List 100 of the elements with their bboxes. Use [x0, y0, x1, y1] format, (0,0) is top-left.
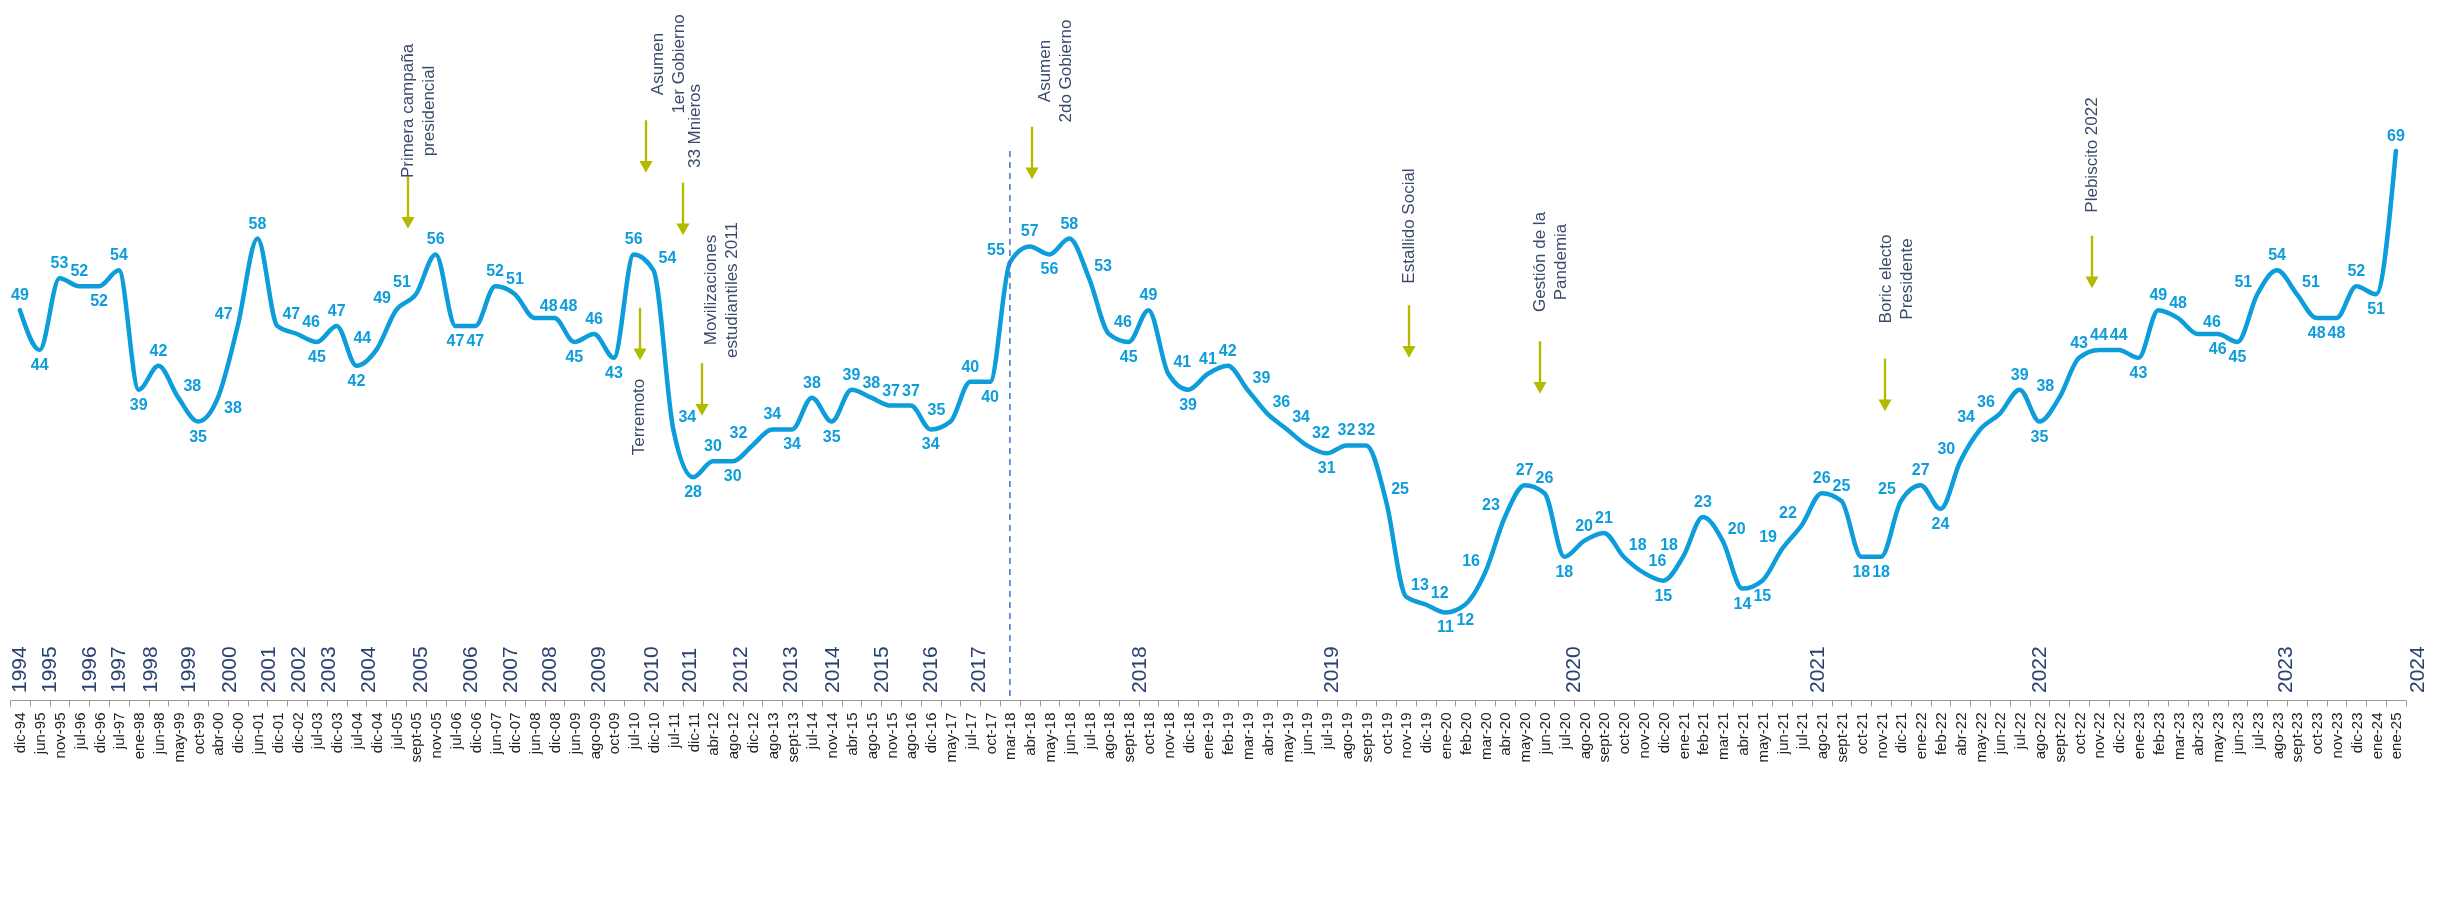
data-label: 26 [1535, 469, 1554, 487]
x-tick-label: sept-05 [407, 712, 425, 763]
x-tick-label: sept-19 [1357, 712, 1375, 763]
x-tick-label: oct-18 [1140, 712, 1157, 755]
x-tick-label: ago-18 [1100, 712, 1118, 760]
x-tick-label: mar-18 [1001, 712, 1019, 761]
x-tick-label: mar-23 [2169, 712, 2187, 761]
data-label: 44 [2109, 325, 2128, 343]
data-label: 32 [1312, 424, 1330, 442]
x-tick-label: nov-18 [1159, 712, 1177, 759]
annotation: Plebiscito 2022 [2082, 97, 2101, 213]
text: 2022 [2027, 646, 2050, 693]
x-tick-label: may-18 [1041, 712, 1058, 763]
text: 1996 [77, 646, 100, 693]
x-tick-label: nov-15 [882, 712, 900, 759]
text: 2012 [728, 646, 751, 693]
x-tick-label: jul-97 [110, 712, 128, 751]
x-tick-label: dic-06 [466, 712, 484, 754]
x-tick-label: dic-07 [506, 712, 524, 754]
annotation: Movilizaciones estudiantiles 2011 [701, 222, 741, 358]
data-label: 56 [624, 230, 643, 248]
x-tick-label: ago-09 [585, 712, 603, 760]
data-label: 57 [1020, 222, 1039, 240]
data-label: 34 [783, 435, 802, 453]
text: 2010 [639, 646, 662, 693]
x-tick-label: abr-15 [843, 712, 860, 756]
x-tick-label: abr-12 [704, 712, 722, 756]
data-label: 38 [2036, 376, 2055, 394]
x-tick-label: oct-09 [605, 712, 623, 755]
data-label: 56 [1040, 260, 1059, 278]
x-tick-label: feb-21 [1694, 712, 1712, 756]
text: 1994 [7, 645, 30, 693]
x-tick-label: jun-01 [249, 712, 266, 756]
x-tick-label: mar-19 [1239, 712, 1256, 761]
data-label: 36 [1272, 392, 1291, 410]
data-label: 48 [539, 297, 558, 315]
data-label: 27 [1515, 461, 1534, 479]
data-label: 46 [2208, 340, 2227, 357]
x-tick-label: abr-18 [1021, 712, 1039, 756]
data-label: 20 [1727, 519, 1746, 537]
data-label: 48 [2169, 294, 2188, 312]
data-label: 51 [393, 273, 411, 291]
x-tick-label: dic-10 [645, 712, 662, 754]
x-tick-label: may-20 [1516, 712, 1534, 763]
x-tick-label: sept-21 [1833, 712, 1850, 763]
x-tick-label: jul-96 [70, 712, 88, 751]
data-label: 32 [1337, 421, 1356, 439]
data-label: 14 [1733, 594, 1752, 612]
text: 2003 [316, 646, 339, 693]
text: 2008 [537, 646, 560, 693]
data-label: 22 [1779, 503, 1797, 521]
x-tick-label: nov-19 [1397, 712, 1415, 759]
text: 2014 [820, 645, 843, 693]
x-tick-label: dic-20 [1654, 712, 1672, 754]
text: 2001 [256, 646, 279, 693]
data-label: 52 [2347, 262, 2366, 280]
x-tick-label: jul-17 [961, 712, 979, 751]
data-label: 15 [1654, 586, 1673, 604]
text: 2007 [498, 646, 521, 693]
data-label: 58 [1060, 214, 1079, 232]
text: 1998 [138, 646, 161, 693]
x-tick-label: may-23 [2209, 712, 2227, 763]
data-label: 51 [2302, 273, 2320, 291]
text: 1997 [106, 646, 129, 693]
x-tick-label: ene-23 [2130, 712, 2147, 760]
x-tick-label: oct-17 [981, 712, 999, 755]
x-tick-label: ene-25 [2387, 712, 2405, 760]
data-label: 45 [2228, 347, 2247, 365]
data-label: 23 [1482, 496, 1500, 513]
x-tick-label: oct-99 [189, 712, 207, 755]
text: 2013 [778, 646, 801, 693]
data-label: 25 [1878, 480, 1896, 498]
data-label: 32 [729, 424, 748, 442]
x-tick-label: jun-95 [31, 712, 49, 756]
x-tick-label: may-21 [1753, 712, 1771, 763]
data-label: 53 [1094, 257, 1113, 275]
data-label: 42 [149, 341, 168, 359]
x-tick-label: oct-22 [2070, 712, 2088, 755]
x-tick-label: nov-20 [1635, 712, 1652, 759]
data-label: 45 [1119, 347, 1138, 365]
x-tick-label: jun-21 [1773, 712, 1791, 756]
data-label: 40 [981, 387, 1000, 405]
data-label: 46 [302, 313, 321, 330]
data-label: 47 [282, 305, 301, 323]
data-label: 20 [1575, 516, 1594, 534]
data-label: 69 [2387, 127, 2405, 144]
x-tick-label: ene-21 [1674, 712, 1692, 760]
x-tick-label: mar-21 [1714, 712, 1732, 761]
x-tick-label: jun-08 [526, 712, 544, 756]
data-label: 34 [678, 408, 697, 426]
x-tick-label: feb-23 [2149, 712, 2167, 756]
data-label: 25 [1391, 480, 1410, 498]
data-label: 37 [902, 381, 920, 399]
text: 2000 [217, 646, 240, 693]
x-tick-label: oct-23 [2308, 712, 2326, 755]
data-label: 55 [987, 241, 1005, 259]
data-label: 41 [1199, 349, 1217, 367]
data-label: 36 [1977, 392, 1995, 410]
text: 1999 [176, 646, 199, 693]
x-tick-label: may-17 [942, 712, 959, 763]
